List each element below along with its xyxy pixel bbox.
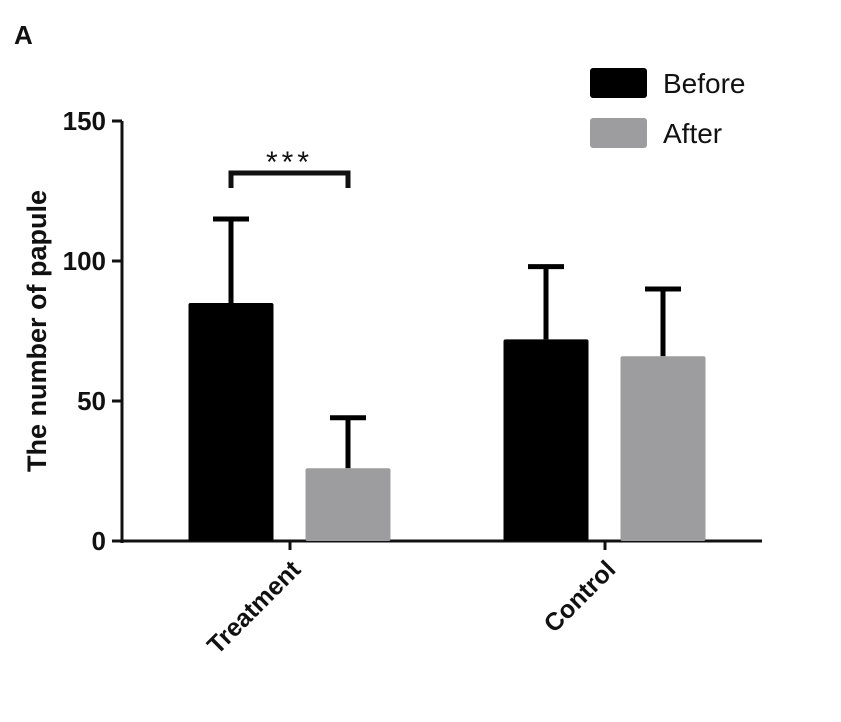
legend-label-after: After (663, 118, 722, 149)
significance-label: *** (266, 146, 313, 179)
significance-bracket (228, 170, 351, 188)
legend-label-before: Before (663, 68, 746, 99)
y-tick-label: 0 (92, 526, 106, 556)
panel-label: A (14, 20, 33, 50)
y-tick-label: 100 (63, 246, 106, 276)
y-axis-label: The number of papule (22, 190, 52, 472)
legend-swatch-after (590, 118, 647, 148)
bar-treatment-after (305, 468, 391, 541)
bar-control-before (503, 339, 589, 541)
y-tick-label: 50 (77, 386, 106, 416)
legend-swatch-before (590, 68, 647, 98)
x-tick-label: Treatment (202, 555, 307, 660)
y-tick-label: 150 (63, 106, 106, 136)
x-tick-label: Control (539, 555, 622, 638)
bar-control-after (620, 356, 706, 541)
bar-treatment-before (188, 303, 274, 541)
